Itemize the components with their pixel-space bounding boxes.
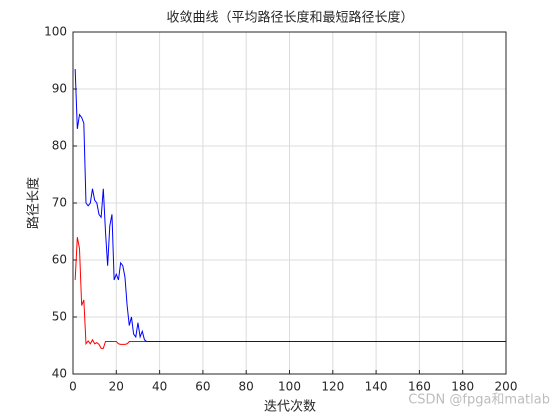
x-tick-label: 20 bbox=[109, 380, 124, 394]
x-tick-label: 200 bbox=[495, 380, 518, 394]
x-tick-label: 40 bbox=[152, 380, 167, 394]
y-tick-label: 100 bbox=[44, 25, 67, 39]
y-tick-label: 40 bbox=[52, 367, 67, 381]
y-tick-label: 90 bbox=[52, 82, 67, 96]
y-tick-label: 70 bbox=[52, 196, 67, 210]
x-tick-label: 160 bbox=[408, 380, 431, 394]
y-tick-label: 50 bbox=[52, 310, 67, 324]
x-tick-label: 0 bbox=[69, 380, 77, 394]
y-tick-label: 60 bbox=[52, 253, 67, 267]
x-tick-label: 180 bbox=[451, 380, 474, 394]
x-tick-label: 80 bbox=[239, 380, 254, 394]
axes-box bbox=[72, 31, 507, 375]
x-tick-label: 60 bbox=[195, 380, 210, 394]
watermark: CSDN @fpga和matlab bbox=[408, 393, 550, 408]
x-axis-label: 迭代次数 bbox=[264, 399, 316, 415]
y-axis-label: 路径长度 bbox=[26, 177, 42, 229]
x-tick-label: 140 bbox=[365, 380, 388, 394]
x-tick-label: 100 bbox=[278, 380, 301, 394]
y-tick-label: 80 bbox=[52, 139, 67, 153]
series-line bbox=[74, 237, 506, 349]
chart-title: 收敛曲线（平均路径长度和最短路径长度） bbox=[166, 10, 413, 26]
series-line bbox=[74, 69, 506, 343]
x-tick-label: 120 bbox=[321, 380, 344, 394]
